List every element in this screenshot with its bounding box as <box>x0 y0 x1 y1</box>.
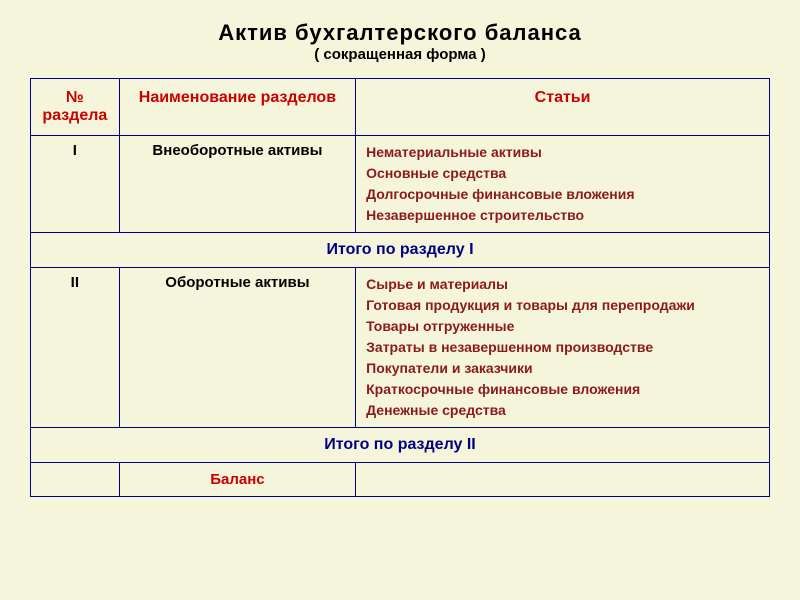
item-text: Затраты в незавершенном производстве <box>366 337 759 358</box>
section-1-items: Нематериальные активы Основные средства … <box>356 136 770 233</box>
total-row-1: Итого по разделу I <box>31 233 770 268</box>
title-block: Актив бухгалтерского баланса ( сокращенн… <box>30 20 770 63</box>
item-text: Денежные средства <box>366 400 759 421</box>
main-title: Актив бухгалтерского баланса <box>30 20 770 46</box>
table-header-row: № раздела Наименование разделов Статьи <box>31 79 770 136</box>
subtitle: ( сокращенная форма ) <box>30 46 770 63</box>
item-text: Сырье и материалы <box>366 274 759 295</box>
balance-empty-1 <box>31 463 120 497</box>
total-1-label: Итого по разделу I <box>31 233 770 268</box>
total-2-label: Итого по разделу II <box>31 428 770 463</box>
balance-table: № раздела Наименование разделов Статьи I… <box>30 78 770 497</box>
section-1-name: Внеоборотные активы <box>119 136 355 233</box>
section-row-2: II Оборотные активы Сырье и материалы Го… <box>31 268 770 428</box>
item-text: Незавершенное строительство <box>366 205 759 226</box>
section-2-name: Оборотные активы <box>119 268 355 428</box>
item-text: Долгосрочные финансовые вложения <box>366 184 759 205</box>
item-text: Товары отгруженные <box>366 316 759 337</box>
item-text: Готовая продукция и товары для перепрода… <box>366 295 759 316</box>
header-col-name: Наименование разделов <box>119 79 355 136</box>
item-text: Основные средства <box>366 163 759 184</box>
balance-empty-2 <box>356 463 770 497</box>
item-text: Краткосрочные финансовые вложения <box>366 379 759 400</box>
section-2-items: Сырье и материалы Готовая продукция и то… <box>356 268 770 428</box>
item-text: Нематериальные активы <box>366 142 759 163</box>
header-col-num: № раздела <box>31 79 120 136</box>
total-row-2: Итого по разделу II <box>31 428 770 463</box>
balance-row: Баланс <box>31 463 770 497</box>
section-row-1: I Внеоборотные активы Нематериальные акт… <box>31 136 770 233</box>
section-1-num: I <box>31 136 120 233</box>
balance-label: Баланс <box>119 463 355 497</box>
item-text: Покупатели и заказчики <box>366 358 759 379</box>
section-2-num: II <box>31 268 120 428</box>
header-col-items: Статьи <box>356 79 770 136</box>
